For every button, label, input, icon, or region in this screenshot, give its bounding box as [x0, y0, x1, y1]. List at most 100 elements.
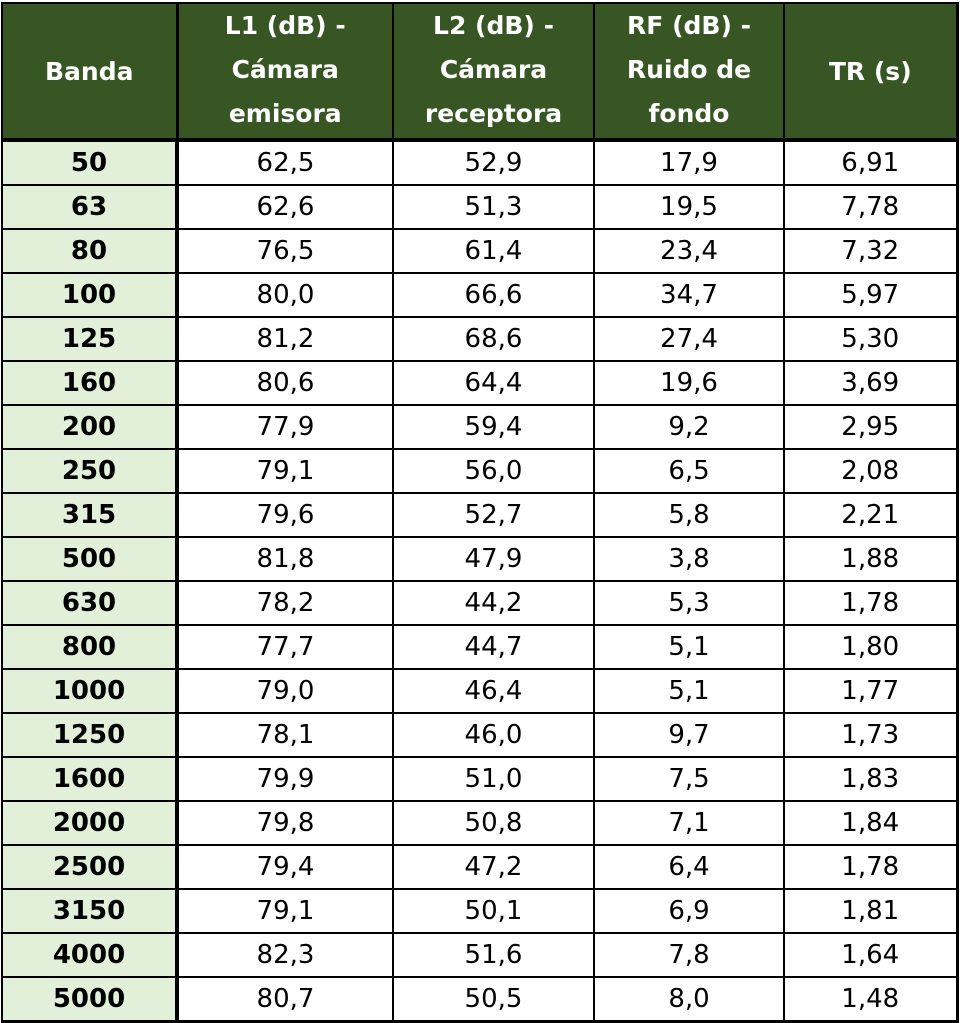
cell-banda: 4000 [1, 932, 179, 978]
header-rf-line-2: Ruido de [626, 55, 752, 84]
table-row: 63 62,6 51,3 19,5 7,78 [1, 184, 958, 230]
header-l2-line-2: Cámara [439, 55, 548, 84]
cell-l1: 81,2 [176, 316, 394, 362]
table-row: 1600 79,9 51,0 7,5 1,83 [1, 756, 958, 802]
header-l1: L1 (dB) - Cámara emisora [176, 2, 394, 142]
cell-rf: 27,4 [593, 316, 785, 362]
cell-tr: 1,77 [783, 668, 958, 714]
header-row: Banda L1 (dB) - Cámara emisora L2 (dB) -… [1, 2, 958, 142]
cell-l2: 52,9 [392, 139, 595, 186]
header-banda-line-1: Banda [45, 57, 134, 86]
table-row: 80 76,5 61,4 23,4 7,32 [1, 228, 958, 274]
table-row: 160 80,6 64,4 19,6 3,69 [1, 360, 958, 406]
cell-l2: 44,7 [392, 624, 595, 670]
cell-l2: 68,6 [392, 316, 595, 362]
cell-banda: 250 [1, 448, 179, 494]
cell-tr: 3,69 [783, 360, 958, 406]
cell-l1: 79,4 [176, 844, 394, 890]
header-l2-line-1: L2 (dB) - [433, 11, 554, 40]
cell-rf: 8,0 [593, 976, 785, 1023]
cell-l2: 50,8 [392, 800, 595, 846]
cell-banda: 5000 [1, 976, 179, 1023]
cell-tr: 1,81 [783, 888, 958, 934]
cell-tr: 1,48 [783, 976, 958, 1023]
cell-rf: 5,1 [593, 668, 785, 714]
cell-rf: 6,9 [593, 888, 785, 934]
cell-rf: 6,4 [593, 844, 785, 890]
cell-l1: 80,0 [176, 272, 394, 318]
cell-l2: 52,7 [392, 492, 595, 538]
cell-l1: 79,1 [176, 888, 394, 934]
cell-tr: 1,64 [783, 932, 958, 978]
cell-l2: 46,0 [392, 712, 595, 758]
table-row: 250 79,1 56,0 6,5 2,08 [1, 448, 958, 494]
cell-tr: 7,78 [783, 184, 958, 230]
cell-l1: 78,1 [176, 712, 394, 758]
cell-l1: 79,9 [176, 756, 394, 802]
cell-tr: 5,30 [783, 316, 958, 362]
cell-tr: 2,08 [783, 448, 958, 494]
cell-rf: 3,8 [593, 536, 785, 582]
cell-banda: 50 [1, 139, 179, 186]
cell-l2: 51,0 [392, 756, 595, 802]
cell-l2: 46,4 [392, 668, 595, 714]
cell-tr: 1,84 [783, 800, 958, 846]
header-rf-line-1: RF (dB) - [627, 11, 751, 40]
cell-rf: 5,8 [593, 492, 785, 538]
cell-tr: 1,88 [783, 536, 958, 582]
table-row: 1000 79,0 46,4 5,1 1,77 [1, 668, 958, 714]
cell-tr: 1,78 [783, 844, 958, 890]
cell-rf: 9,2 [593, 404, 785, 450]
cell-banda: 80 [1, 228, 179, 274]
cell-tr: 7,32 [783, 228, 958, 274]
cell-banda: 315 [1, 492, 179, 538]
cell-l1: 77,7 [176, 624, 394, 670]
cell-rf: 34,7 [593, 272, 785, 318]
cell-l2: 47,9 [392, 536, 595, 582]
cell-l2: 61,4 [392, 228, 595, 274]
cell-l1: 77,9 [176, 404, 394, 450]
table-body: 50 62,5 52,9 17,9 6,91 63 62,6 51,3 19,5 7,78 80 76… [1, 139, 958, 1023]
table-row: 630 78,2 44,2 5,3 1,78 [1, 580, 958, 626]
cell-banda: 630 [1, 580, 179, 626]
cell-tr: 5,97 [783, 272, 958, 318]
table-row: 800 77,7 44,7 5,1 1,80 [1, 624, 958, 670]
cell-banda: 100 [1, 272, 179, 318]
cell-rf: 17,9 [593, 139, 785, 186]
cell-l1: 80,7 [176, 976, 394, 1023]
cell-l1: 79,1 [176, 448, 394, 494]
cell-rf: 5,1 [593, 624, 785, 670]
cell-banda: 500 [1, 536, 179, 582]
header-tr: TR (s) [783, 2, 958, 142]
cell-l2: 47,2 [392, 844, 595, 890]
table-row: 200 77,9 59,4 9,2 2,95 [1, 404, 958, 450]
cell-banda: 1600 [1, 756, 179, 802]
header-rf: RF (dB) - Ruido de fondo [593, 2, 785, 142]
table-row: 4000 82,3 51,6 7,8 1,64 [1, 932, 958, 978]
cell-rf: 5,3 [593, 580, 785, 626]
table-row: 100 80,0 66,6 34,7 5,97 [1, 272, 958, 318]
cell-banda: 1000 [1, 668, 179, 714]
cell-l2: 50,5 [392, 976, 595, 1023]
table-row: 500 81,8 47,9 3,8 1,88 [1, 536, 958, 582]
header-l1-line-3: emisora [228, 99, 342, 128]
cell-tr: 1,83 [783, 756, 958, 802]
cell-banda: 3150 [1, 888, 179, 934]
cell-tr: 1,80 [783, 624, 958, 670]
cell-rf: 7,8 [593, 932, 785, 978]
cell-banda: 200 [1, 404, 179, 450]
cell-banda: 125 [1, 316, 179, 362]
cell-l1: 62,5 [176, 139, 394, 186]
cell-l2: 56,0 [392, 448, 595, 494]
cell-l2: 64,4 [392, 360, 595, 406]
table-row: 125 81,2 68,6 27,4 5,30 [1, 316, 958, 362]
cell-rf: 7,1 [593, 800, 785, 846]
cell-l1: 80,6 [176, 360, 394, 406]
cell-rf: 23,4 [593, 228, 785, 274]
table-row: 315 79,6 52,7 5,8 2,21 [1, 492, 958, 538]
header-banda: Banda [1, 2, 179, 142]
cell-banda: 63 [1, 184, 179, 230]
header-rf-line-3: fondo [648, 99, 730, 128]
cell-l1: 79,6 [176, 492, 394, 538]
table-row: 50 62,5 52,9 17,9 6,91 [1, 139, 958, 186]
